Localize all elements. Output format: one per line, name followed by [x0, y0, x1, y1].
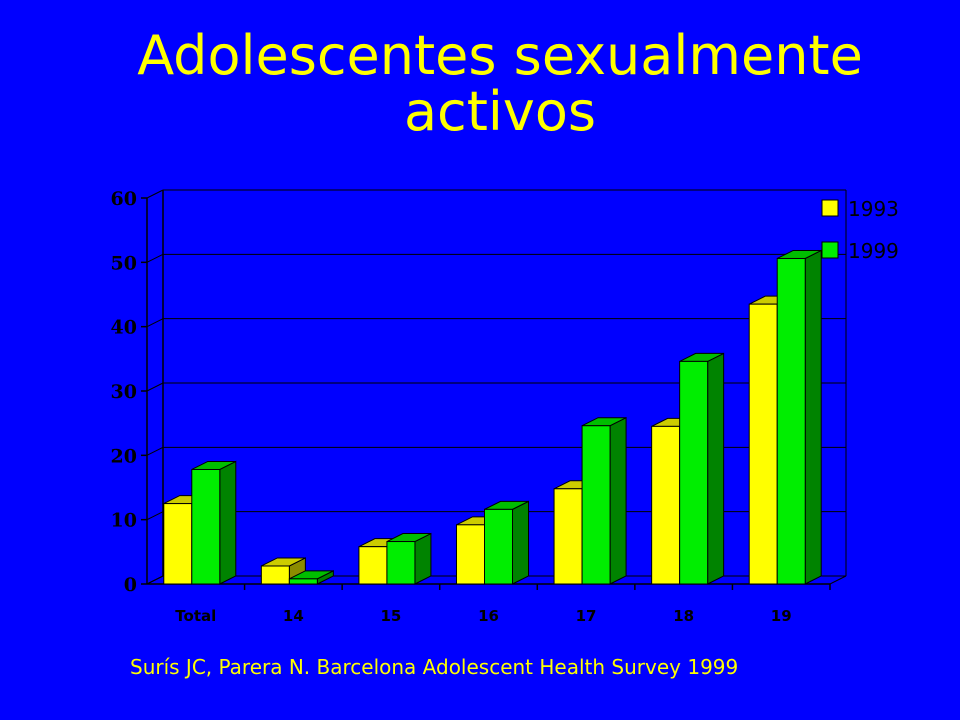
- bar-front: [456, 524, 485, 585]
- y-tick-label: 0: [124, 574, 137, 596]
- bar-front: [386, 541, 416, 585]
- bar-front: [581, 425, 611, 585]
- bar-1999-Total: [191, 460, 237, 585]
- y-tick-label: 40: [111, 317, 137, 339]
- bar-1999-19: [776, 249, 822, 585]
- chart-legend: 1993 1999: [821, 197, 899, 263]
- bar-front: [484, 508, 513, 585]
- x-tick-label-16: 16: [478, 607, 499, 625]
- gridline-diagonal: [146, 318, 164, 328]
- bar-front: [358, 546, 388, 585]
- bar-side: [804, 249, 822, 585]
- slide-title: Adolescentes sexualmente activos: [0, 28, 960, 140]
- x-tick-label-Total: Total: [175, 607, 216, 625]
- bar-front: [288, 578, 318, 585]
- bar-1999-15: [386, 532, 432, 585]
- gridline-diagonal: [146, 253, 164, 263]
- x-axis-labels: Total 14 15 16 17 18 19: [175, 584, 831, 625]
- bar-front: [191, 468, 221, 585]
- bar-front: [776, 257, 806, 585]
- chart-bars: [163, 249, 822, 585]
- bar-side: [609, 416, 627, 585]
- gridline-diagonal: [146, 446, 164, 456]
- legend-swatch-1999: [821, 241, 839, 259]
- y-tick-label: 10: [111, 510, 137, 532]
- x-tick-label-19: 19: [771, 607, 792, 625]
- bar-front: [260, 565, 290, 585]
- x-tick-label-15: 15: [380, 607, 401, 625]
- bar-front: [651, 425, 681, 585]
- y-tick-label: 30: [111, 381, 137, 403]
- x-tick-label-14: 14: [283, 607, 304, 625]
- y-tick-label: 60: [111, 188, 137, 210]
- bar-side: [219, 460, 237, 585]
- x-tick-label-17: 17: [576, 607, 597, 625]
- title-line-2: activos: [403, 80, 597, 143]
- x-tick-label-18: 18: [673, 607, 694, 625]
- legend-label-1999: 1999: [848, 239, 899, 263]
- bar-front: [163, 503, 193, 585]
- bar-side: [707, 352, 725, 585]
- bar-front: [553, 488, 583, 585]
- bar-1999-16: [484, 500, 529, 585]
- legend-swatch-1993: [821, 199, 839, 217]
- gridline-diagonal: [146, 511, 164, 521]
- y-tick-label: 20: [111, 445, 137, 467]
- gridline-diagonal: [146, 575, 164, 585]
- gridline-diagonal: [146, 382, 164, 392]
- bar-side: [414, 532, 432, 585]
- gridline-diagonal: [146, 189, 164, 199]
- bar-side: [512, 500, 529, 585]
- bar-front: [679, 360, 709, 585]
- legend-label-1993: 1993: [848, 197, 899, 221]
- bar-front: [748, 303, 778, 585]
- bar-1999-14: [288, 570, 334, 585]
- source-citation: Surís JC, Parera N. Barcelona Adolescent…: [130, 655, 739, 679]
- title-line-1: Adolescentes sexualmente: [137, 24, 863, 87]
- y-tick-label: 50: [111, 252, 137, 274]
- bar-1999-18: [679, 352, 725, 585]
- y-axis: 0 10 20 30 40 50 60: [111, 188, 830, 596]
- bar-1999-17: [581, 416, 627, 585]
